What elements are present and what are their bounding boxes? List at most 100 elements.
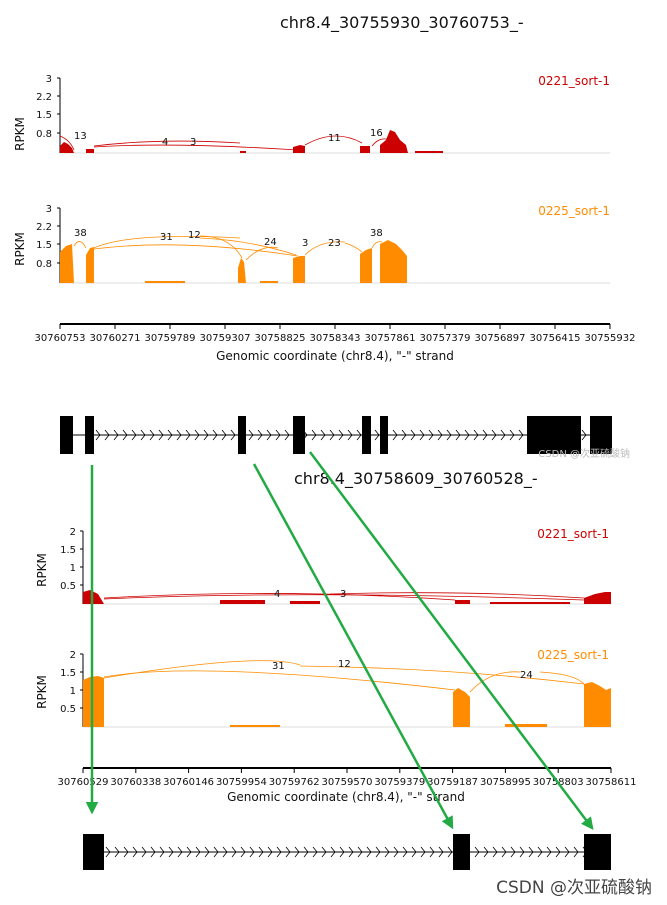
bottom-plot: chr8.4_30758609_30760528_- RPKM 2 1.5 1 … bbox=[35, 469, 636, 870]
intron-chevron bbox=[537, 846, 543, 858]
top-yticks-0225: 3 2.2 1.5 0.8 bbox=[36, 204, 60, 270]
intron-chevron bbox=[240, 846, 246, 858]
intron-chevron bbox=[320, 429, 326, 441]
intron-chevron bbox=[581, 429, 587, 441]
top-plot: chr8.4_30755930_30760753_- RPKM 3 2.2 1.… bbox=[13, 13, 635, 460]
intron-chevron bbox=[176, 429, 182, 441]
intron-chevron bbox=[429, 846, 435, 858]
exon bbox=[85, 416, 94, 454]
ytick: 1 bbox=[70, 686, 76, 697]
intron-chevron bbox=[366, 846, 372, 858]
ytick: 0.5 bbox=[60, 581, 76, 592]
arrow-2 bbox=[252, 463, 454, 830]
intron-chevron bbox=[185, 429, 191, 441]
intron-chevron bbox=[420, 846, 426, 858]
arrow-3 bbox=[309, 451, 594, 830]
intron-chevron bbox=[213, 846, 219, 858]
intron-chevron bbox=[114, 846, 120, 858]
bottom-ylabel-0225: RPKM bbox=[35, 675, 49, 709]
top-title: chr8.4_30755930_30760753_- bbox=[280, 13, 524, 33]
intron-chevron bbox=[203, 429, 209, 441]
intron-chevron bbox=[339, 846, 345, 858]
intron-chevron bbox=[249, 846, 255, 858]
intron-chevron bbox=[311, 429, 317, 441]
junction-label: 4 bbox=[274, 589, 280, 600]
top-xticks: 30760753 30760271 30759789 30759307 30758825… bbox=[35, 324, 635, 344]
intron-chevron bbox=[428, 429, 434, 441]
junction-label: 12 bbox=[338, 659, 351, 670]
intron-chevron bbox=[275, 429, 281, 441]
top-coverage-0221 bbox=[60, 130, 443, 153]
intron-chevron bbox=[222, 846, 228, 858]
intron-chevron bbox=[266, 429, 272, 441]
annotation-arrows bbox=[85, 451, 594, 830]
top-track-0221: RPKM 3 2.2 1.5 0.8 0221_sort-1 bbox=[13, 74, 610, 154]
intron-chevron bbox=[186, 846, 192, 858]
ytick: 0.5 bbox=[60, 704, 76, 715]
bottom-ylabel-0221: RPKM bbox=[35, 553, 49, 587]
intron-chevron bbox=[321, 846, 327, 858]
intron-chevron bbox=[258, 846, 264, 858]
intron-chevron bbox=[230, 429, 236, 441]
intron-chevron bbox=[257, 429, 263, 441]
intron-chevron bbox=[267, 846, 273, 858]
intron-chevron bbox=[446, 429, 452, 441]
bottom-track-0225: RPKM 2 1.5 1 0.5 0225_sort-1 bbox=[35, 648, 611, 728]
top-exons bbox=[60, 416, 612, 454]
intron-chevron bbox=[212, 429, 218, 441]
exon bbox=[590, 416, 612, 454]
intron-chevron bbox=[492, 846, 498, 858]
junction-label: 4 bbox=[162, 137, 168, 148]
intron-chevron bbox=[285, 846, 291, 858]
intron-chevron bbox=[356, 429, 362, 441]
ytick: 2 bbox=[70, 527, 76, 538]
junction-label: 16 bbox=[370, 128, 383, 139]
intron-chevron bbox=[510, 846, 516, 858]
xtick-label: 30760753 bbox=[35, 333, 86, 344]
intron-chevron bbox=[374, 429, 380, 441]
xtick-label: 30759954 bbox=[216, 777, 267, 788]
top-junctions-0221 bbox=[59, 135, 391, 151]
bottom-track-0221: RPKM 2 1.5 1 0.5 0221_sort-1 bbox=[35, 527, 611, 605]
watermark-small: CSDN @次亚硫酸钠 bbox=[538, 447, 630, 460]
junction-label: 3 bbox=[340, 589, 346, 600]
bottom-sample-name-0221: 0221_sort-1 bbox=[537, 527, 609, 541]
exon bbox=[584, 834, 611, 870]
bottom-gene-model bbox=[83, 834, 611, 870]
intron-chevron bbox=[132, 846, 138, 858]
intron-chevron bbox=[401, 429, 407, 441]
ytick: 3 bbox=[46, 204, 52, 215]
xtick-label: 30756415 bbox=[530, 333, 581, 344]
intron-chevron bbox=[528, 846, 534, 858]
xtick-label: 30759187 bbox=[427, 777, 478, 788]
junction-label: 3 bbox=[190, 137, 196, 148]
xtick-label: 30758825 bbox=[255, 333, 306, 344]
intron-chevron bbox=[177, 846, 183, 858]
xtick-label: 30759307 bbox=[200, 333, 251, 344]
intron-chevron bbox=[204, 846, 210, 858]
intron-chevron bbox=[158, 429, 164, 441]
intron-chevron bbox=[438, 846, 444, 858]
intron-chevron bbox=[329, 429, 335, 441]
xtick-label: 30756897 bbox=[475, 333, 526, 344]
ytick: 1.5 bbox=[36, 240, 52, 251]
intron-chevron bbox=[122, 429, 128, 441]
intron-chevron bbox=[330, 846, 336, 858]
ytick: 2 bbox=[70, 650, 76, 661]
junction-label: 13 bbox=[74, 131, 87, 142]
bottom-intron-chevrons bbox=[105, 846, 588, 858]
xtick-label: 30758343 bbox=[310, 333, 361, 344]
intron-chevron bbox=[473, 429, 479, 441]
intron-chevron bbox=[455, 429, 461, 441]
ytick: 1.5 bbox=[60, 668, 76, 679]
ytick: 1.5 bbox=[60, 545, 76, 556]
intron-chevron bbox=[402, 846, 408, 858]
intron-chevron bbox=[491, 429, 497, 441]
intron-chevron bbox=[410, 429, 416, 441]
top-track-0225: RPKM 3 2.2 1.5 0.8 0225_sort-1 bbox=[13, 204, 610, 284]
bottom-junctions-0221 bbox=[103, 592, 585, 601]
intron-chevron bbox=[393, 846, 399, 858]
exon bbox=[362, 416, 371, 454]
intron-chevron bbox=[131, 429, 137, 441]
intron-chevron bbox=[474, 846, 480, 858]
